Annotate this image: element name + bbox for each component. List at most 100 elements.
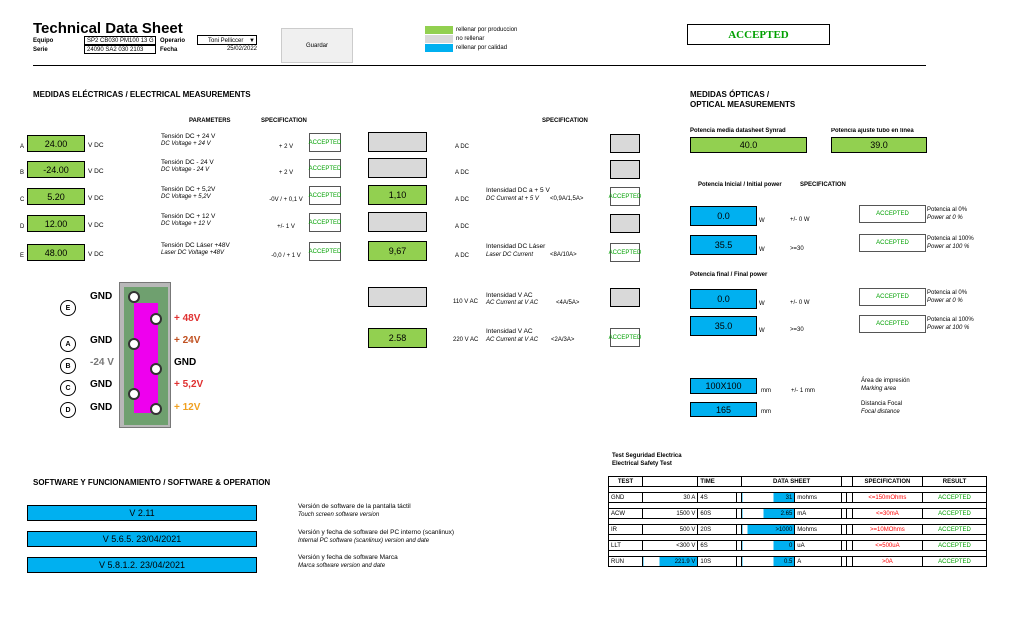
board-gnd-c: GND [90,379,113,390]
voltage-unit: V DC [88,251,104,258]
software-touch-desc: Versión de software de la pantalla tácti… [298,503,411,510]
software-pc-version[interactable]: V 5.6.5. 23/04/2021 [27,531,257,547]
table-spacer [608,534,987,541]
safety-value[interactable]: 0 [741,540,796,551]
safety-test: ACW [607,508,644,519]
pot-media-value[interactable]: 40.0 [690,137,807,153]
initial-power-note-en: Power at 100 % [927,244,970,250]
parameters-header: PARAMETERS [189,118,231,124]
serie-field[interactable]: 24090 SA2 030 2103 [84,45,156,54]
current-value[interactable] [368,132,427,152]
current-result-empty [610,214,640,233]
optical-spec-label: SPECIFICATION [800,182,846,188]
voltage-value[interactable]: -24.00 [27,161,85,178]
software-marca-desc: Versión y fecha de software Marca [298,554,398,561]
voltage-value[interactable]: 24.00 [27,135,85,152]
guardar-button[interactable]: Guardar [281,28,353,63]
initial-power-value[interactable]: 0.0 [690,206,757,226]
current-spec: <0,9A/1,5A> [550,196,584,202]
voltage-param-en: DC Voltage - 24 V [161,167,210,173]
optical-title-1: MEDIDAS ÓPTICAS / [690,90,770,99]
row-letter: E [20,253,25,259]
power-board-image [119,282,171,428]
current-value[interactable]: 1,10 [368,185,427,205]
software-marca-version[interactable]: V 5.8.1.2. 23/04/2021 [27,557,257,573]
current-value[interactable]: 9,67 [368,241,427,261]
current-unit: A DC [455,170,470,176]
voltage-value[interactable]: 48.00 [27,244,85,261]
final-power-unit: W [759,328,765,334]
board-letter-e: E [60,300,76,316]
safety-spec: <=30mA [851,508,924,519]
pot-ajuste-value[interactable]: 39.0 [831,137,927,153]
ac220-value[interactable]: 2.58 [368,328,427,348]
voltage-param: Tensión DC - 24 V [161,159,214,166]
safety-spec: <=500uA [851,540,924,551]
spec-header-current: SPECIFICATION [542,118,588,124]
row-letter: D [20,224,25,230]
fecha-field[interactable]: 25/02/2022 [226,46,257,52]
area-value[interactable]: 100X100 [690,378,757,394]
safety-setting[interactable]: 221.9 V [642,556,699,567]
initial-power-note: Potencia al 100% [927,236,974,242]
current-value[interactable] [368,212,427,232]
board-gnd-e: GND [90,291,113,302]
ac110-value[interactable] [368,287,427,307]
safety-header-datasheet: DATA SHEET [741,476,843,487]
final-power-label: Potencia final / Final power [690,272,768,278]
safety-result: ACCEPTED [922,508,987,519]
final-power-value[interactable]: 0.0 [690,289,757,309]
initial-power-spec: +/- 0 W [790,217,810,223]
pot-media-label: Potencia media datasheet Synrad [690,128,786,134]
current-value[interactable] [368,158,427,178]
safety-test: GND [607,492,644,503]
board-24v: + 24V [174,335,201,346]
safety-unit: Mohms [794,524,843,535]
pot-ajuste-label: Potencia ajuste tubo en linea [831,128,914,134]
row-letter: B [20,170,25,176]
initial-power-unit: W [759,247,765,253]
voltage-result: ACCEPTED [309,242,341,261]
board-neg24v: -24 V [90,357,114,368]
table-spacer [608,502,987,509]
final-power-value[interactable]: 35.0 [690,316,757,336]
safety-value[interactable]: >1000 [741,524,796,535]
safety-value[interactable]: 2.65 [741,508,796,519]
safety-setting: 30 A [642,492,699,503]
current-unit: A DC [455,253,470,259]
safety-unit: mohms [794,492,843,503]
optical-title-2: OPTICAL MEASUREMENTS [690,100,796,109]
voltage-param-en: Laser DC Voltage +48V [161,250,224,256]
software-touch-version[interactable]: V 2.11 [27,505,257,521]
ac220-result: ACCEPTED [609,328,641,347]
ac110-name: Intensidad V AC [486,292,533,299]
board-letter-d: D [60,402,76,418]
equipo-field[interactable]: SP2 CB030 PM100 13 G [84,36,156,45]
table-spacer [608,550,987,557]
page-title: Technical Data Sheet [33,20,183,37]
final-power-result: ACCEPTED [859,288,926,306]
voltage-value[interactable]: 12.00 [27,215,85,232]
safety-unit: uA [794,540,843,551]
electrical-title: MEDIDAS ELÉCTRICAS / ELECTRICAL MEASUREM… [33,90,251,99]
initial-power-value[interactable]: 35.5 [690,235,757,255]
operario-select[interactable]: Toni Pelliccer ▼ [197,35,257,45]
safety-header-spec: SPECIFICATION [851,476,924,487]
initial-power-unit: W [759,218,765,224]
safety-value[interactable]: 31 [741,492,796,503]
voltage-value[interactable]: 5.20 [27,188,85,205]
focal-value[interactable]: 165 [690,402,757,417]
table-spacer [608,518,987,525]
area-spec: +/- 1 mm [791,388,815,394]
legend-swatch-no-rellenar [425,35,453,43]
current-unit: A DC [455,224,470,230]
software-touch-desc-en: Touch screen software version [298,512,380,518]
safety-value[interactable]: 0.5 [741,556,796,567]
safety-result: ACCEPTED [922,524,987,535]
safety-header-test: TEST [607,476,644,487]
safety-header-row: TEST TIME DATA SHEET SPECIFICATION RESUL… [607,476,987,487]
voltage-unit: V DC [88,222,104,229]
safety-time: 10S [697,556,737,567]
ac110-result [610,288,640,307]
legend-swatch-produccion [425,26,453,34]
